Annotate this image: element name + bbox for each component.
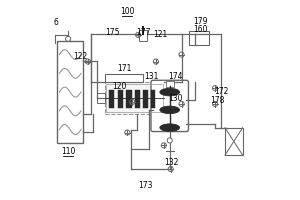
Text: 171: 171 (117, 64, 131, 73)
Text: 122: 122 (73, 52, 87, 61)
Text: 121: 121 (153, 30, 167, 39)
Text: 173: 173 (138, 181, 152, 190)
Text: 174: 174 (168, 72, 183, 81)
FancyBboxPatch shape (166, 81, 174, 87)
Ellipse shape (160, 88, 180, 96)
Text: 110: 110 (61, 147, 75, 156)
FancyBboxPatch shape (139, 30, 147, 41)
Text: 131: 131 (144, 72, 158, 81)
Text: 178: 178 (210, 96, 224, 105)
Text: 175: 175 (105, 28, 120, 37)
FancyBboxPatch shape (105, 74, 143, 82)
FancyBboxPatch shape (57, 41, 83, 143)
FancyBboxPatch shape (151, 80, 188, 132)
Ellipse shape (160, 124, 180, 131)
FancyBboxPatch shape (126, 90, 132, 108)
Text: 160: 160 (193, 24, 208, 33)
FancyBboxPatch shape (109, 90, 114, 108)
FancyBboxPatch shape (105, 82, 164, 114)
Text: 179: 179 (193, 17, 208, 26)
Text: 100: 100 (120, 7, 135, 16)
FancyBboxPatch shape (97, 93, 105, 103)
Text: 6: 6 (54, 18, 59, 27)
FancyBboxPatch shape (225, 128, 243, 155)
Text: 130: 130 (168, 94, 183, 103)
Text: 120: 120 (112, 82, 127, 91)
FancyBboxPatch shape (143, 90, 148, 108)
FancyBboxPatch shape (135, 90, 140, 108)
Text: 177: 177 (136, 28, 150, 37)
FancyBboxPatch shape (151, 90, 155, 108)
Text: 172: 172 (214, 87, 228, 96)
FancyBboxPatch shape (189, 31, 209, 45)
FancyBboxPatch shape (118, 90, 123, 108)
Ellipse shape (160, 106, 180, 114)
Text: 132: 132 (164, 158, 179, 167)
